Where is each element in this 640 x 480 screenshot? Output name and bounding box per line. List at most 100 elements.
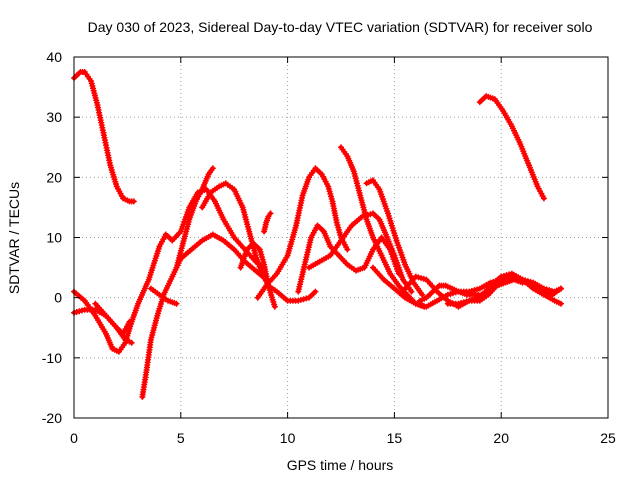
series-track-20 <box>444 276 526 307</box>
data-point <box>274 271 279 276</box>
data-point <box>148 286 153 291</box>
data-point <box>127 319 132 324</box>
data-point <box>221 217 226 222</box>
x-tick-label: 5 <box>177 430 185 446</box>
x-axis-label: GPS time / hours <box>287 457 394 473</box>
data-point <box>264 283 269 288</box>
data-point <box>146 277 151 282</box>
data-point <box>187 217 192 222</box>
data-point <box>206 172 211 177</box>
data-point <box>371 265 375 270</box>
data-point <box>174 301 179 306</box>
data-point <box>507 274 512 279</box>
data-point <box>492 97 497 102</box>
data-point <box>488 283 493 288</box>
data-point <box>170 274 175 279</box>
data-point <box>371 235 375 240</box>
data-point <box>533 283 538 288</box>
data-point <box>494 283 499 288</box>
data-point <box>396 283 401 288</box>
data-point <box>443 283 448 288</box>
data-point <box>309 235 314 240</box>
data-point <box>450 286 455 291</box>
data-point <box>334 220 339 225</box>
data-point <box>503 280 508 285</box>
data-point <box>317 259 322 264</box>
data-point <box>552 298 557 303</box>
data-point <box>484 94 489 99</box>
data-point <box>300 193 305 198</box>
series-track-15 <box>338 144 428 310</box>
data-point <box>262 262 267 267</box>
data-point <box>101 133 106 138</box>
data-point <box>238 265 243 270</box>
data-point <box>268 211 273 216</box>
data-point <box>328 253 333 258</box>
data-point <box>477 286 482 291</box>
data-point <box>82 70 87 74</box>
data-point <box>339 145 343 150</box>
data-point <box>157 244 162 249</box>
data-point <box>200 205 205 210</box>
data-point <box>345 262 350 267</box>
data-point <box>114 325 119 330</box>
data-point <box>257 247 262 252</box>
data-point <box>148 337 153 342</box>
y-tick-label: 10 <box>46 230 62 246</box>
data-point <box>364 217 369 222</box>
data-point <box>473 292 478 297</box>
data-point <box>413 301 418 306</box>
data-point <box>140 394 145 399</box>
data-point <box>200 187 205 192</box>
data-point <box>518 142 523 147</box>
x-tick-label: 25 <box>600 430 616 446</box>
data-point <box>345 154 350 159</box>
series-track-1 <box>71 69 137 205</box>
data-point <box>400 277 405 282</box>
y-tick-label: -20 <box>42 410 62 426</box>
chart-title: Day 030 of 2023, Sidereal Day-to-day VTE… <box>88 19 593 35</box>
series-track-6 <box>173 165 216 271</box>
data-point <box>223 181 228 186</box>
axis-ticks: 0 5 10 15 20 25 -20 -10 0 10 20 30 40 <box>42 49 616 446</box>
data-point <box>509 124 514 129</box>
data-point <box>379 253 384 258</box>
data-point <box>166 298 170 303</box>
data-point <box>114 184 119 189</box>
data-point <box>213 199 217 204</box>
data-point <box>296 289 301 294</box>
data-point <box>108 163 113 168</box>
y-axis-label: SDTVAR / TECUs <box>6 182 22 294</box>
data-point <box>371 247 375 252</box>
data-point <box>403 262 408 267</box>
data-point <box>326 184 331 189</box>
data-point <box>285 298 290 303</box>
x-tick-label: 0 <box>70 430 78 446</box>
series-track-5 <box>147 285 180 307</box>
data-point <box>467 298 472 303</box>
series-track-2 <box>476 93 547 202</box>
data-point <box>262 229 267 234</box>
data-point <box>403 286 408 291</box>
data-point <box>394 238 399 243</box>
data-point <box>435 298 440 303</box>
y-tick-label: 40 <box>46 49 62 65</box>
data-point <box>418 298 422 303</box>
data-point <box>217 184 222 189</box>
data-point <box>78 70 83 74</box>
data-point <box>413 274 418 279</box>
data-point <box>163 232 168 237</box>
data-point <box>486 292 491 297</box>
data-point <box>499 274 504 279</box>
data-point <box>104 331 108 336</box>
data-point <box>210 232 215 237</box>
data-point <box>240 205 245 210</box>
data-point <box>392 286 397 291</box>
data-point <box>527 163 531 168</box>
data-point <box>509 271 514 276</box>
data-point <box>388 271 393 276</box>
data-point <box>541 196 546 201</box>
data-point <box>174 265 179 270</box>
